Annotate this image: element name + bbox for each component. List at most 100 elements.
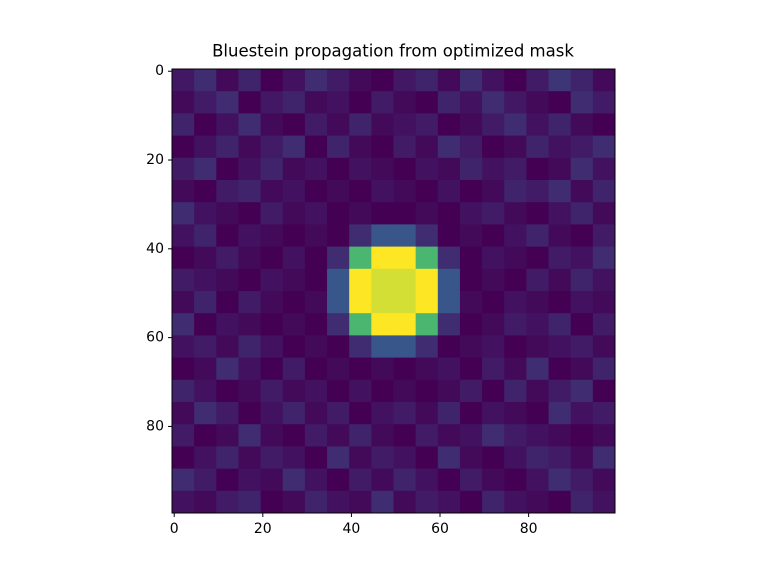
heatmap-cell xyxy=(194,202,217,225)
heatmap-cell xyxy=(371,202,394,225)
heatmap-cell xyxy=(526,379,550,403)
heatmap-cell xyxy=(282,202,306,225)
heatmap-cell xyxy=(526,402,550,425)
heatmap-cell xyxy=(393,446,417,470)
heatmap-cell xyxy=(415,246,439,270)
heatmap-cell xyxy=(260,69,284,92)
heatmap-cell xyxy=(327,246,350,270)
heatmap-cell xyxy=(216,490,239,514)
heatmap-cell xyxy=(415,335,439,359)
heatmap-cell xyxy=(304,135,328,159)
heatmap-cell xyxy=(327,291,350,314)
heatmap-cell xyxy=(172,357,195,381)
heatmap-cell xyxy=(437,180,461,203)
heatmap-cell xyxy=(437,157,461,181)
heatmap-cell xyxy=(238,379,262,403)
heatmap-cell xyxy=(548,379,572,403)
heatmap-cell xyxy=(349,468,372,492)
heatmap-cell xyxy=(592,69,616,92)
heatmap-cell xyxy=(238,357,262,381)
heatmap-cell xyxy=(504,246,527,270)
heatmap-cell xyxy=(349,157,372,181)
heatmap-cell xyxy=(459,402,483,425)
heatmap-cell xyxy=(504,379,527,403)
heatmap-cell xyxy=(482,246,505,270)
heatmap-cell xyxy=(238,180,262,203)
heatmap-cell xyxy=(172,268,195,292)
heatmap-cell xyxy=(548,490,572,514)
heatmap-cell xyxy=(260,135,284,159)
heatmap-cell xyxy=(415,490,439,514)
heatmap-cell xyxy=(371,291,394,314)
heatmap-cell xyxy=(304,91,328,114)
heatmap-cell xyxy=(459,424,483,447)
heatmap-cell xyxy=(504,313,527,336)
plot-frame xyxy=(171,68,616,514)
heatmap-cell xyxy=(592,357,616,381)
heatmap-cell xyxy=(194,180,217,203)
heatmap-cell xyxy=(504,113,527,137)
heatmap-cell xyxy=(349,490,372,514)
y-tick-label: 60 xyxy=(146,330,164,346)
heatmap-cell xyxy=(526,357,550,381)
heatmap-cell xyxy=(327,202,350,225)
heatmap-cell xyxy=(548,402,572,425)
heatmap-cell xyxy=(548,224,572,248)
heatmap-cell xyxy=(371,135,394,159)
heatmap-cell xyxy=(592,379,616,403)
heatmap-cell xyxy=(349,113,372,137)
heatmap-cell xyxy=(393,113,417,137)
heatmap-cell xyxy=(216,313,239,336)
heatmap-cell xyxy=(327,313,350,336)
heatmap-cell xyxy=(570,69,594,92)
heatmap-cell xyxy=(349,357,372,381)
heatmap-cell xyxy=(415,357,439,381)
heatmap-cell xyxy=(459,91,483,114)
heatmap-cell xyxy=(282,180,306,203)
heatmap-cell xyxy=(504,357,527,381)
heatmap-cell xyxy=(482,490,505,514)
heatmap-cell xyxy=(526,291,550,314)
heatmap-cell xyxy=(216,135,239,159)
heatmap-cell xyxy=(194,357,217,381)
heatmap-cell xyxy=(570,202,594,225)
heatmap-cell xyxy=(260,224,284,248)
heatmap-cell xyxy=(592,268,616,292)
heatmap-cell xyxy=(548,446,572,470)
heatmap-cell xyxy=(548,357,572,381)
heatmap-cell xyxy=(415,313,439,336)
heatmap-cell xyxy=(526,91,550,114)
heatmap-cell xyxy=(393,202,417,225)
heatmap-cell xyxy=(216,379,239,403)
heatmap-cell xyxy=(304,402,328,425)
heatmap-cell xyxy=(459,335,483,359)
heatmap-cell xyxy=(194,113,217,137)
heatmap-cell xyxy=(570,91,594,114)
heatmap-cell xyxy=(371,357,394,381)
heatmap-cell xyxy=(393,468,417,492)
heatmap-cell xyxy=(349,202,372,225)
heatmap-cell xyxy=(349,424,372,447)
heatmap-cell xyxy=(172,246,195,270)
heatmap-cell xyxy=(526,313,550,336)
heatmap-cell xyxy=(415,135,439,159)
heatmap-cell xyxy=(371,468,394,492)
heatmap-cell xyxy=(238,135,262,159)
heatmap-cell xyxy=(592,91,616,114)
heatmap-cell xyxy=(194,268,217,292)
heatmap-cell xyxy=(327,335,350,359)
heatmap-cell xyxy=(327,402,350,425)
heatmap-cell xyxy=(548,291,572,314)
heatmap-cell xyxy=(172,91,195,114)
heatmap-cell xyxy=(504,268,527,292)
heatmap-cell xyxy=(592,135,616,159)
heatmap-cell xyxy=(304,268,328,292)
heatmap-cell xyxy=(526,446,550,470)
heatmap-cell xyxy=(393,135,417,159)
heatmap-cell xyxy=(304,224,328,248)
heatmap-cell xyxy=(238,91,262,114)
heatmap-cell xyxy=(238,224,262,248)
heatmap-cell xyxy=(282,335,306,359)
heatmap-cell xyxy=(437,335,461,359)
heatmap-cell xyxy=(238,157,262,181)
